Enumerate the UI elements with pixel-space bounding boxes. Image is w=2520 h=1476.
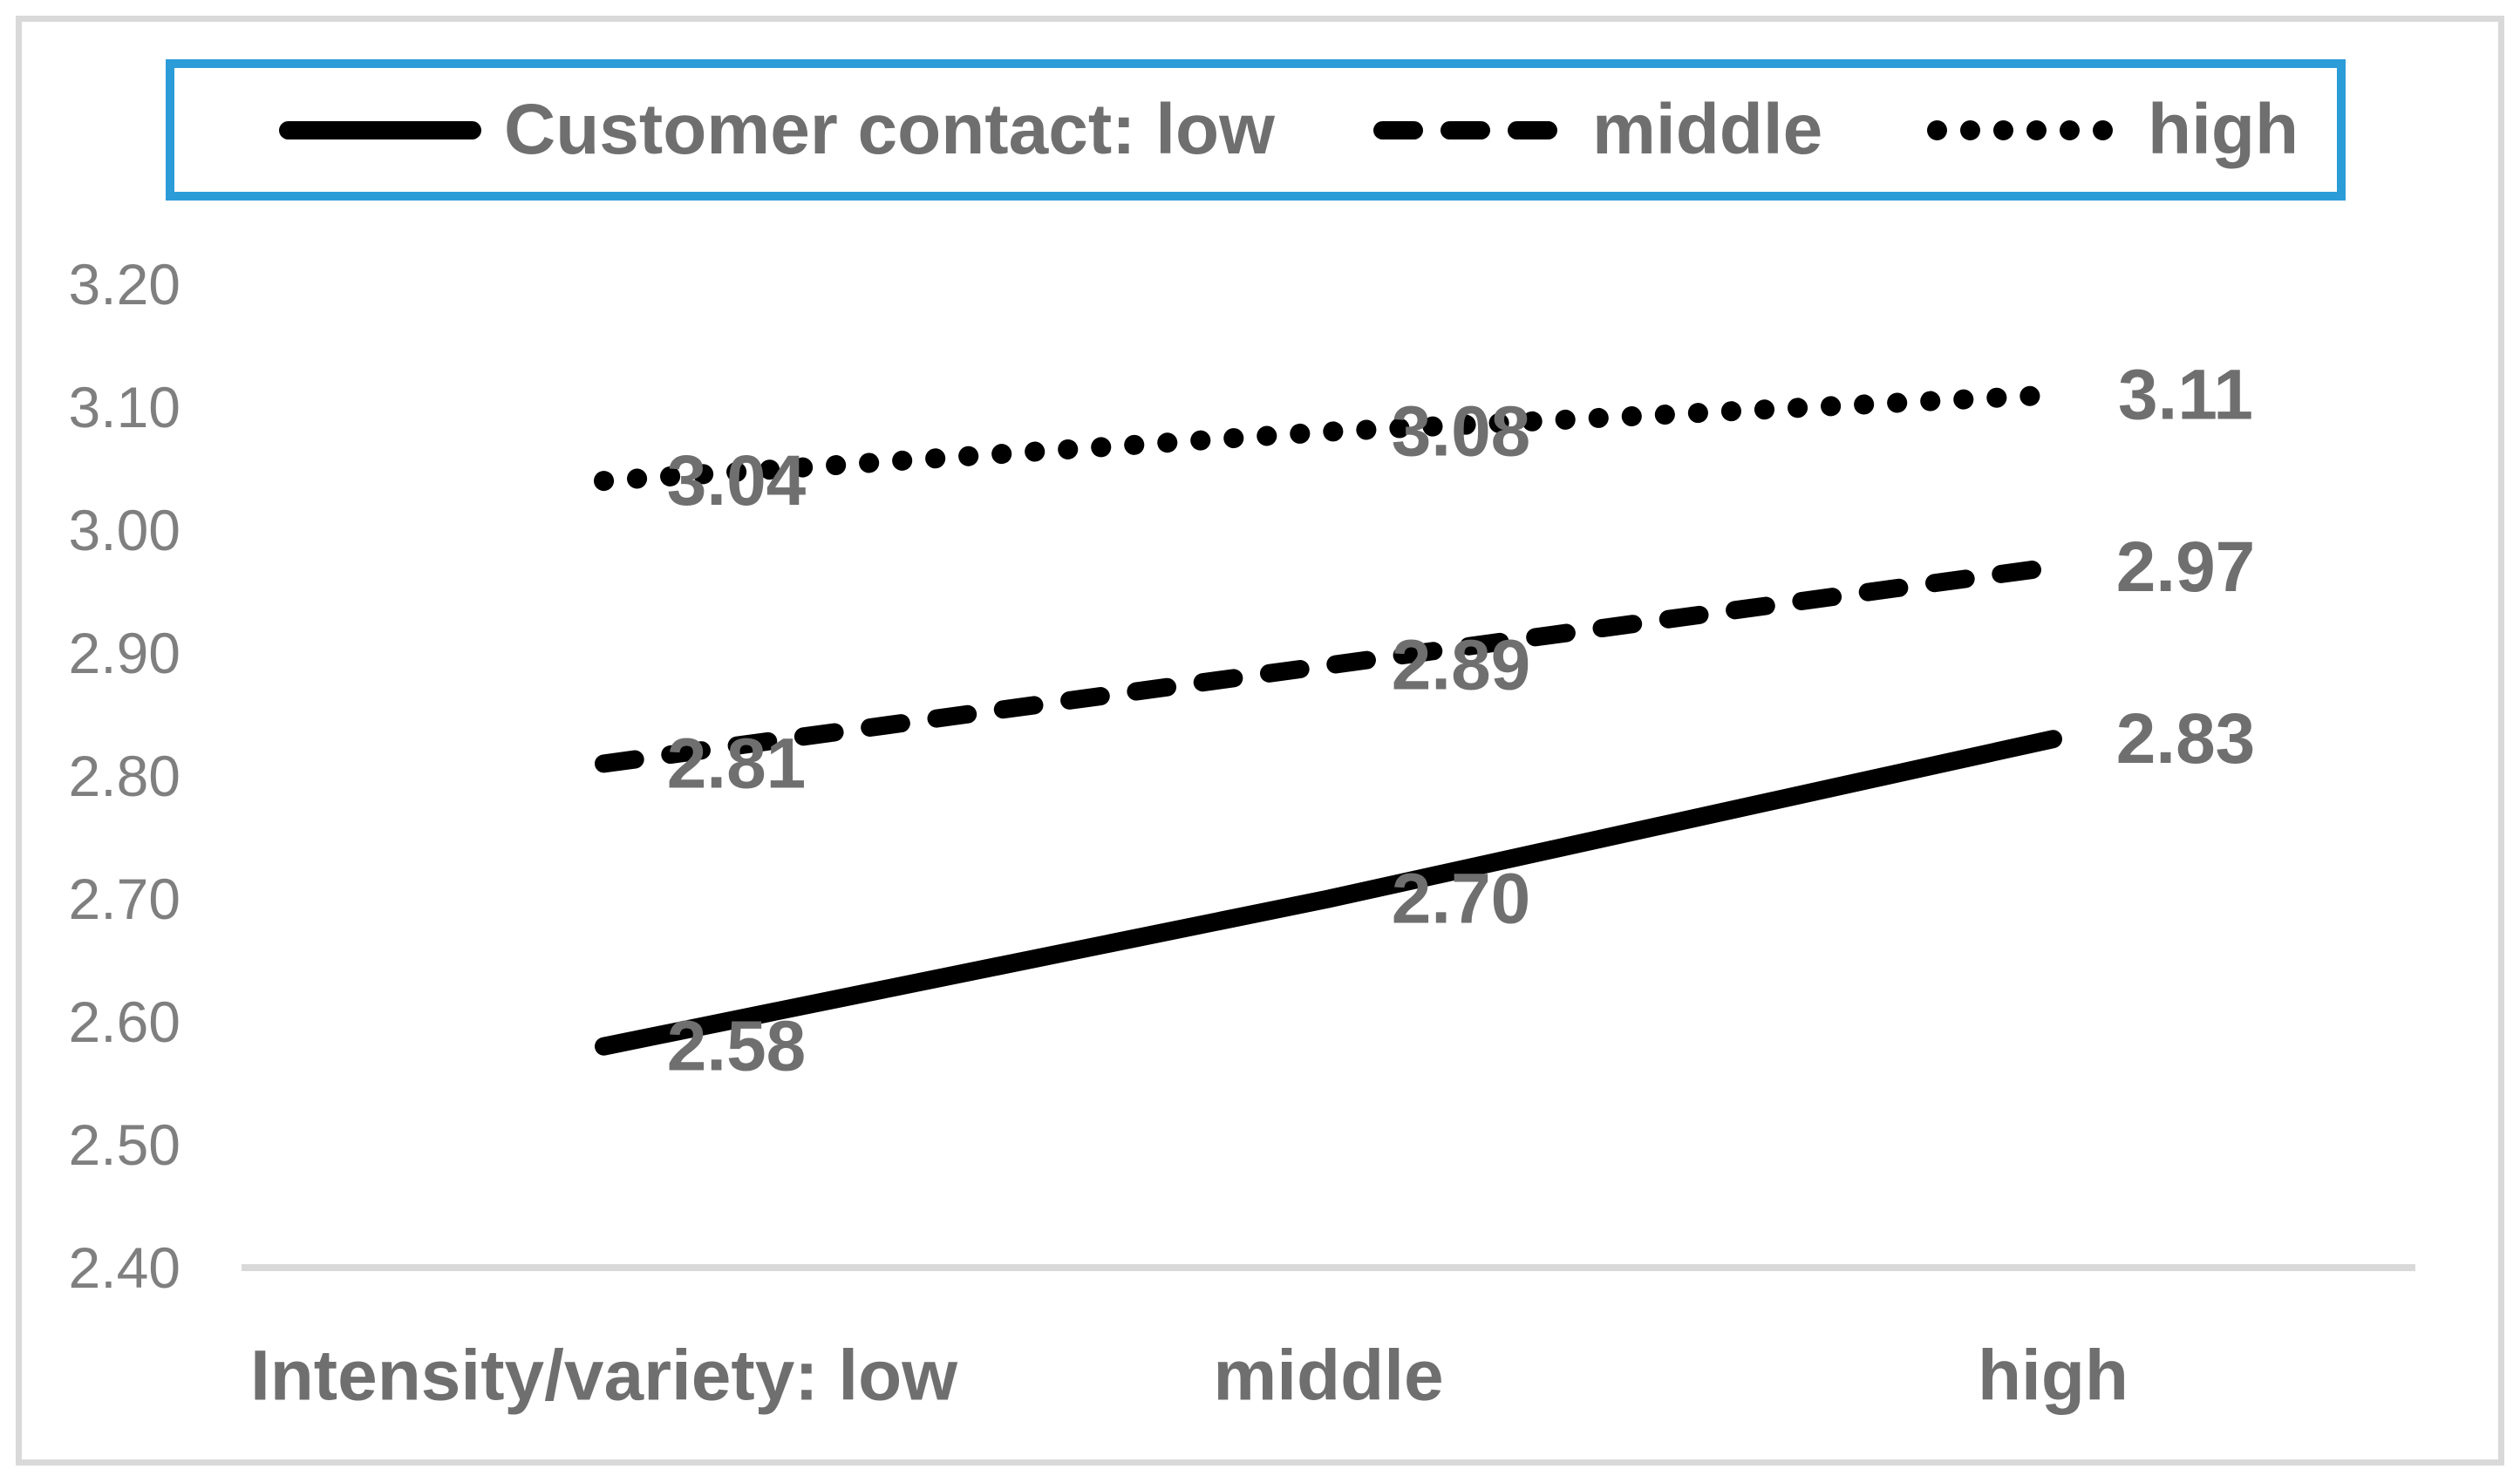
x-tick-label: Intensity/variety: low (250, 1337, 957, 1416)
data-label: 2.97 (2116, 527, 2256, 607)
data-label: 2.70 (1392, 860, 1531, 939)
y-tick-label: 2.60 (69, 990, 180, 1054)
y-tick-label: 2.80 (69, 744, 180, 808)
data-label: 3.04 (667, 441, 807, 520)
data-label: 2.81 (667, 724, 807, 803)
y-tick-label: 3.10 (69, 375, 180, 439)
x-tick-label: middle (1213, 1337, 1443, 1416)
series-line-dashed (595, 557, 2062, 773)
legend: Customer contact: low middle high (166, 59, 2346, 201)
y-tick-label: 2.40 (69, 1235, 180, 1300)
data-label: 2.58 (667, 1007, 807, 1086)
solid-line-sample (279, 120, 481, 139)
series-line-solid (595, 730, 2062, 1056)
y-tick-label: 2.50 (69, 1112, 180, 1177)
x-tick-label: high (1978, 1337, 2128, 1416)
legend-label-low: Customer contact: low (504, 90, 1275, 169)
legend-label-middle: middle (1592, 90, 1823, 169)
y-tick-label: 3.20 (69, 252, 180, 316)
y-tick-label: 3.00 (69, 498, 180, 562)
dotted-line-sample (1927, 119, 2113, 140)
data-label: 3.08 (1392, 392, 1531, 472)
y-tick-label: 2.90 (69, 621, 180, 685)
series-line-dotted (594, 384, 2063, 492)
legend-item-low: Customer contact: low (279, 94, 1275, 166)
dashed-line-sample (1373, 120, 1557, 139)
data-label: 3.11 (2118, 355, 2253, 434)
y-tick-label: 2.70 (69, 867, 180, 931)
legend-label-high: high (2148, 90, 2299, 169)
legend-item-high: high (1927, 94, 2299, 166)
legend-item-middle: middle (1373, 94, 1822, 166)
data-label: 2.83 (2116, 699, 2256, 779)
data-label: 2.89 (1392, 626, 1531, 705)
